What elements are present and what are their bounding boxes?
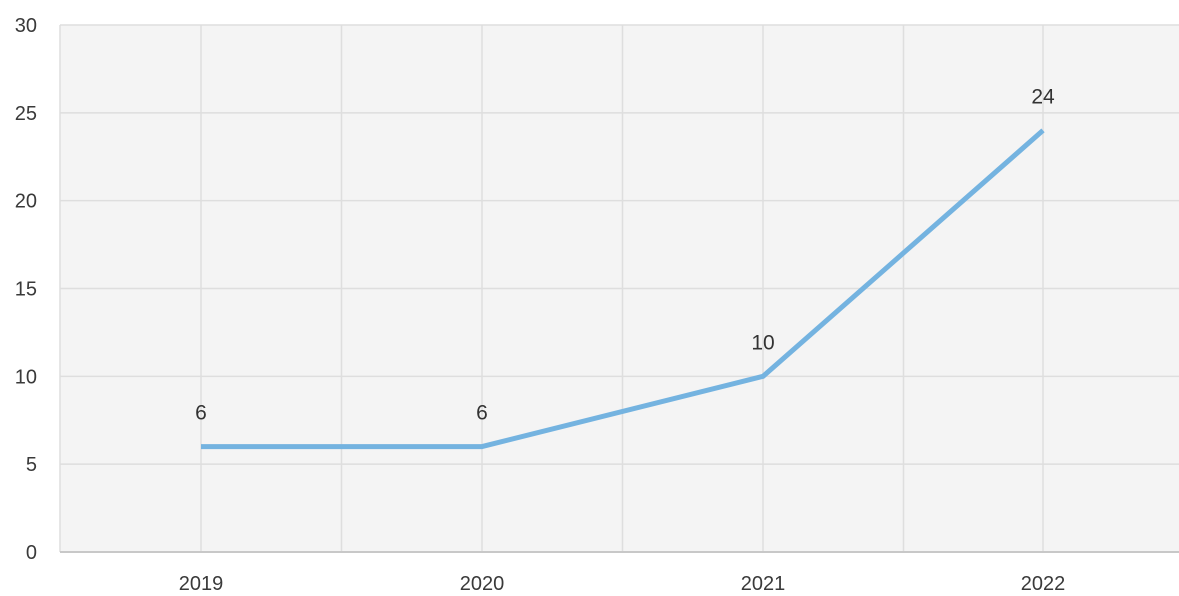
x-tick-label: 2022 <box>1021 573 1066 595</box>
data-label: 10 <box>751 331 774 354</box>
y-tick-label: 30 <box>15 15 37 37</box>
data-labels: 6 6 10 24 <box>195 85 1055 424</box>
x-tick-label: 2021 <box>741 573 786 595</box>
series-group <box>200 128 1045 450</box>
y-tick-label: 25 <box>15 103 37 125</box>
y-tick-label: 15 <box>15 279 37 301</box>
data-label: 24 <box>1031 85 1055 108</box>
series-line <box>201 128 1045 450</box>
y-tick-label: 10 <box>15 366 37 388</box>
vertical-gridlines <box>59 25 1044 552</box>
y-tick-label: 0 <box>26 542 37 564</box>
x-tick-label: 2019 <box>179 573 224 595</box>
x-axis-tick-labels: 2019 2020 2021 2022 <box>179 573 1066 595</box>
y-axis-tick-labels: 0 5 10 15 20 25 30 <box>15 15 37 564</box>
data-label: 6 <box>195 402 207 425</box>
x-tick-label: 2020 <box>460 573 505 595</box>
y-tick-label: 20 <box>15 191 37 213</box>
horizontal-gridlines <box>60 24 1179 465</box>
data-label: 6 <box>476 402 488 425</box>
y-tick-label: 5 <box>26 454 37 476</box>
